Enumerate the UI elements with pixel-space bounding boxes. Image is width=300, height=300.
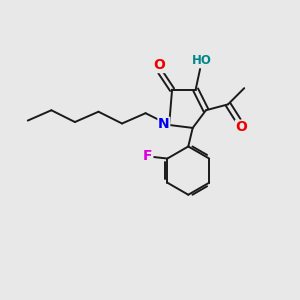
Text: F: F	[143, 149, 152, 164]
Text: O: O	[153, 58, 165, 73]
Text: HO: HO	[192, 54, 212, 67]
Text: O: O	[235, 120, 247, 134]
Text: N: N	[158, 117, 170, 131]
